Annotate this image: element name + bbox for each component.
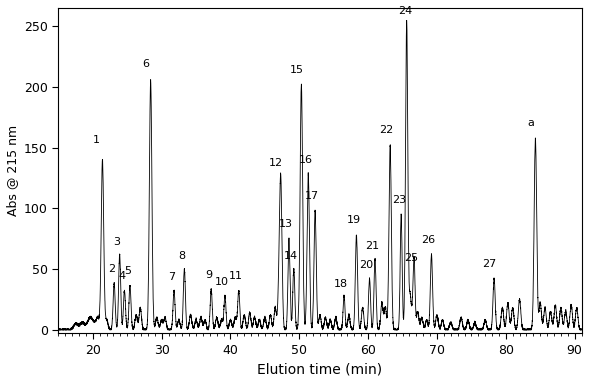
Y-axis label: Abs @ 215 nm: Abs @ 215 nm — [5, 125, 19, 216]
Text: 22: 22 — [379, 125, 394, 136]
Text: 21: 21 — [365, 241, 379, 251]
Text: 2: 2 — [108, 264, 115, 274]
Text: 26: 26 — [421, 235, 435, 245]
Text: 3: 3 — [114, 237, 120, 247]
Text: 16: 16 — [299, 155, 313, 165]
Text: 11: 11 — [229, 271, 243, 281]
Text: 20: 20 — [359, 260, 373, 270]
Text: 27: 27 — [482, 259, 497, 269]
Text: 8: 8 — [178, 251, 185, 261]
Text: 18: 18 — [333, 278, 348, 288]
Text: 12: 12 — [269, 158, 283, 168]
Text: 14: 14 — [284, 251, 298, 261]
Text: 7: 7 — [168, 272, 175, 282]
Text: 5: 5 — [124, 266, 131, 276]
Text: 25: 25 — [405, 253, 419, 263]
Text: 9: 9 — [206, 270, 213, 280]
Text: 6: 6 — [143, 58, 150, 69]
X-axis label: Elution time (min): Elution time (min) — [257, 363, 382, 376]
Text: 10: 10 — [215, 277, 229, 287]
Text: 4: 4 — [118, 271, 125, 281]
Text: 23: 23 — [392, 195, 406, 205]
Text: 15: 15 — [290, 65, 305, 75]
Text: 19: 19 — [346, 215, 360, 225]
Text: 1: 1 — [92, 135, 100, 145]
Text: 13: 13 — [279, 219, 293, 229]
Text: a: a — [527, 118, 534, 128]
Text: 24: 24 — [398, 6, 412, 16]
Text: 17: 17 — [305, 191, 319, 201]
